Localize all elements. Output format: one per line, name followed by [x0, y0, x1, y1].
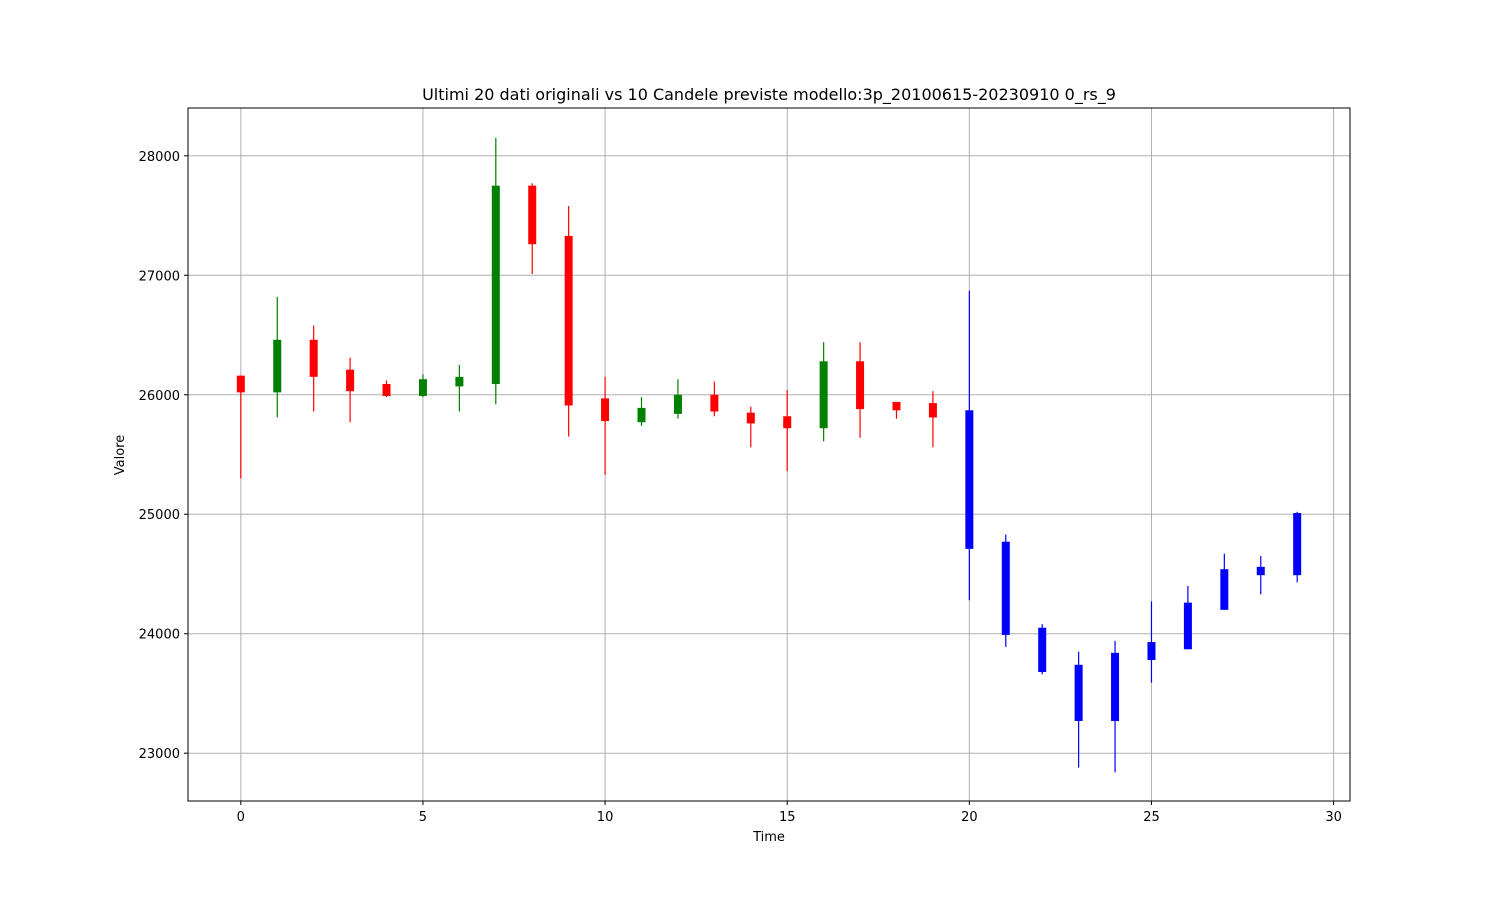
candle-5	[418, 374, 427, 398]
x-axis-ticks: 0 5 10 15 20 25 30	[237, 801, 1342, 825]
candle-body	[1038, 627, 1047, 672]
candle-23	[1074, 651, 1083, 768]
candle-19	[928, 391, 937, 448]
candle-22	[1038, 624, 1047, 675]
candle-13	[710, 381, 719, 417]
candle-body	[382, 384, 391, 396]
candle-body	[637, 407, 646, 423]
candle-0	[236, 375, 245, 479]
candles	[236, 137, 1302, 773]
candle-16	[819, 342, 828, 442]
candle-3	[346, 357, 355, 423]
candle-body	[601, 398, 610, 422]
candle-body	[1147, 642, 1156, 661]
candle-18	[892, 401, 901, 419]
plot-frame	[187, 107, 1351, 802]
candle-body	[273, 339, 282, 393]
x-tick-label: 15	[779, 810, 796, 825]
candle-6	[455, 364, 464, 412]
y-tick-label: 23000	[139, 747, 180, 762]
candle-11	[637, 397, 646, 426]
chart-title: Ultimi 20 dati originali vs 10 Candele p…	[422, 85, 1116, 105]
x-tick-label: 30	[1325, 810, 1342, 825]
candle-body	[746, 412, 755, 424]
y-tick-label: 28000	[139, 150, 180, 165]
candle-body	[309, 339, 318, 377]
candle-body	[965, 410, 974, 549]
candle-body	[1256, 566, 1265, 576]
candle-27	[1220, 553, 1229, 610]
candle-body	[892, 401, 901, 411]
candle-28	[1256, 556, 1265, 595]
candle-body	[1001, 541, 1010, 635]
candle-body	[1220, 569, 1229, 610]
candle-8	[528, 183, 537, 275]
x-tick-label: 20	[961, 810, 978, 825]
candle-body	[1074, 664, 1083, 721]
y-axis-ticks: 23000 24000 25000 26000 27000 28000	[139, 150, 188, 762]
candle-4	[382, 380, 391, 398]
candle-body	[491, 185, 500, 385]
candle-7	[491, 137, 500, 405]
candle-1	[273, 296, 282, 418]
candle-26	[1183, 585, 1192, 650]
candle-body	[564, 235, 573, 406]
candle-body	[418, 379, 427, 396]
x-tick-label: 5	[419, 810, 427, 825]
y-tick-label: 27000	[139, 269, 180, 284]
candle-body	[1183, 602, 1192, 650]
candle-21	[1001, 534, 1010, 647]
candle-15	[783, 389, 792, 472]
candle-body	[819, 361, 828, 429]
x-tick-label: 10	[597, 810, 614, 825]
candle-25	[1147, 601, 1156, 683]
candle-24	[1111, 640, 1120, 773]
candle-body	[928, 403, 937, 418]
x-tick-label: 25	[1143, 810, 1160, 825]
candle-14	[746, 406, 755, 448]
candle-body	[1293, 513, 1302, 576]
candle-2	[309, 325, 318, 412]
x-tick-label: 0	[237, 810, 245, 825]
candle-body	[528, 185, 537, 245]
y-axis-label: Valore	[113, 435, 128, 475]
candle-17	[856, 342, 865, 438]
y-tick-label: 24000	[139, 628, 180, 643]
candle-body	[1111, 652, 1120, 721]
y-tick-label: 25000	[139, 508, 180, 523]
candle-body	[236, 375, 245, 393]
candle-body	[856, 361, 865, 410]
x-axis-label: Time	[752, 830, 785, 845]
candle-body	[673, 394, 682, 414]
candle-body	[455, 376, 464, 387]
candle-body	[710, 394, 719, 412]
candle-29	[1293, 511, 1302, 583]
candle-9	[564, 205, 573, 437]
candle-12	[673, 379, 682, 419]
candle-body	[783, 416, 792, 429]
y-tick-label: 26000	[139, 389, 180, 404]
candle-20	[965, 290, 974, 601]
candle-body	[346, 369, 355, 392]
candle-10	[601, 376, 610, 475]
